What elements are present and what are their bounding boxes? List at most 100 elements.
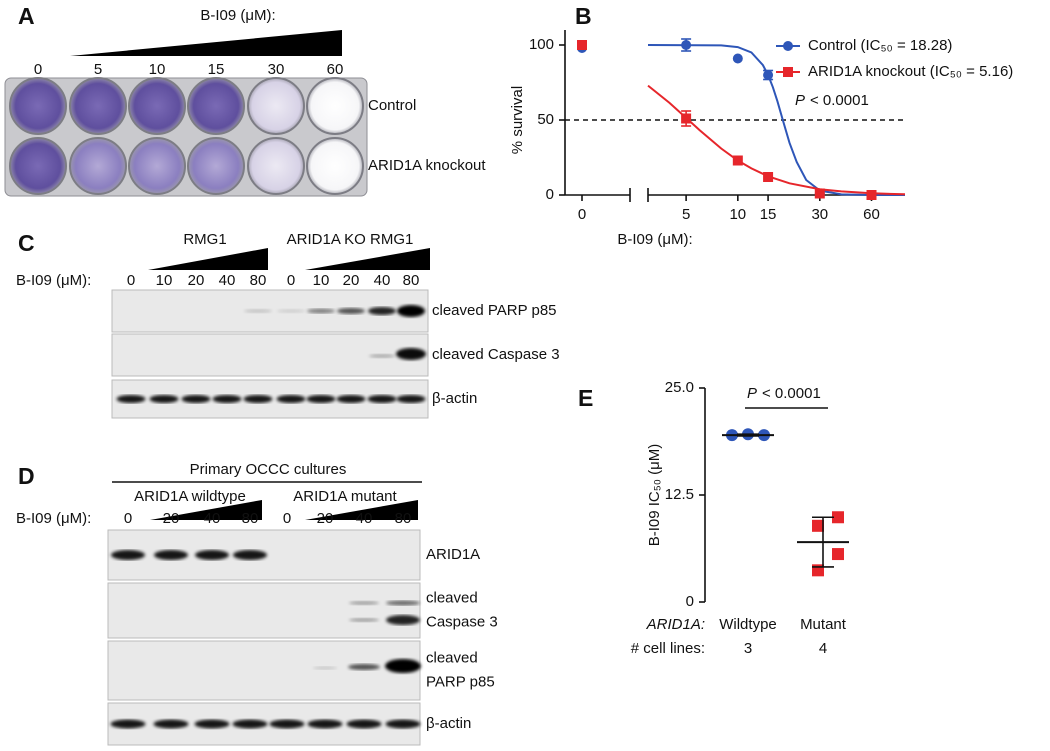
concentration-label: 5	[94, 61, 102, 78]
well	[306, 77, 364, 135]
panel-label: A	[18, 3, 35, 29]
blot-band	[396, 348, 426, 360]
blot-band	[313, 666, 337, 670]
x-axis-label: B-I09 (μM):	[617, 231, 692, 248]
data-point	[812, 519, 824, 532]
blot-band	[232, 719, 268, 729]
wedge	[305, 248, 430, 270]
sd-bar	[737, 433, 759, 437]
group-label: RMG1	[183, 231, 226, 248]
p-value: < 0.0001	[762, 385, 821, 402]
blot-band	[396, 395, 426, 403]
blot-band	[367, 395, 397, 403]
blot-band	[306, 395, 336, 403]
blot-band	[369, 354, 395, 358]
fit-curve	[647, 44, 905, 196]
x-tick-label: 30	[811, 206, 828, 223]
row-label: # cell lines:	[631, 640, 705, 657]
blot-band	[349, 601, 379, 605]
well	[128, 77, 186, 135]
group-label: ARID1A KO RMG1	[287, 231, 414, 248]
legend-marker	[783, 67, 793, 77]
legend-marker	[783, 41, 793, 51]
blot-label: ARID1A	[426, 546, 480, 563]
concentration-label: 10	[149, 61, 166, 78]
blot-band	[194, 719, 230, 729]
blot-band	[111, 550, 145, 560]
blot-band	[386, 600, 420, 606]
well	[306, 137, 364, 195]
blot-band	[181, 395, 211, 403]
lane-label: 10	[313, 272, 330, 289]
blot-band	[243, 395, 273, 403]
treatment-label: B-I09 (μM):	[16, 272, 91, 289]
data-point	[832, 511, 844, 524]
data-point	[814, 188, 825, 199]
concentration-label: 0	[34, 61, 42, 78]
lane-label: 20	[163, 510, 180, 527]
row-label: ARID1A:	[646, 616, 705, 633]
concentration-label: 30	[268, 61, 285, 78]
well	[69, 137, 127, 195]
panel-label: D	[18, 463, 35, 489]
treatment-label: B-I09 (μM):	[16, 510, 91, 527]
blot	[107, 582, 421, 639]
row-label: ARID1A knockout	[368, 157, 486, 174]
blot-label: Caspase 3	[426, 613, 498, 630]
blot-band	[244, 309, 272, 313]
wedge	[150, 500, 262, 520]
lane-label: 80	[395, 510, 412, 527]
data-point	[681, 113, 692, 124]
blot-label: cleaved Caspase 3	[432, 346, 560, 363]
p-symbol: P	[795, 92, 805, 109]
y-tick-label: 50	[537, 111, 554, 128]
blot-band	[195, 550, 229, 560]
x-tick-label: 10	[729, 206, 746, 223]
blot-band	[348, 664, 380, 670]
well	[128, 137, 186, 195]
treatment-label: B-I09 (μM):	[200, 7, 275, 24]
blot-band	[349, 618, 379, 622]
header-label: Primary OCCC cultures	[190, 461, 347, 478]
blot-label: cleaved	[426, 649, 478, 666]
count-label: 3	[744, 640, 752, 657]
p-symbol: P	[747, 385, 757, 402]
blot-label: β-actin	[432, 390, 477, 407]
panel-label: E	[578, 385, 593, 411]
lane-label: 0	[283, 510, 291, 527]
concentration-label: 15	[208, 61, 225, 78]
y-axis-label: % survival	[509, 86, 526, 154]
legend-label: ARID1A knockout (IC₅₀ = 5.16)	[808, 63, 1013, 80]
sd-bar	[812, 516, 834, 568]
blot-band	[116, 395, 146, 403]
blot-band	[154, 550, 188, 560]
well	[9, 77, 67, 135]
lane-label: 20	[343, 272, 360, 289]
panel-label: B	[575, 3, 592, 29]
blot-band	[110, 719, 146, 729]
blot-band	[385, 719, 421, 729]
group-label: ARID1A wildtype	[134, 488, 246, 505]
blot-band	[212, 395, 242, 403]
blot-band	[346, 719, 382, 729]
group-label: ARID1A mutant	[293, 488, 397, 505]
blot-band	[307, 308, 335, 314]
data-point	[681, 40, 692, 50]
lane-label: 0	[127, 272, 135, 289]
lane-label: 10	[156, 272, 173, 289]
lane-label: 40	[219, 272, 236, 289]
y-tick-label: 0	[546, 186, 554, 203]
blot-label: PARP p85	[426, 673, 495, 690]
blot-band	[397, 305, 425, 317]
wedge	[70, 30, 342, 56]
blot-band	[337, 308, 365, 314]
lane-label: 20	[317, 510, 334, 527]
blot-band	[233, 550, 267, 560]
data-point	[577, 40, 587, 50]
lane-label: 0	[124, 510, 132, 527]
well	[247, 77, 305, 135]
well	[69, 77, 127, 135]
blot-label: β-actin	[426, 715, 471, 732]
blot-band	[149, 395, 179, 403]
well	[9, 137, 67, 195]
